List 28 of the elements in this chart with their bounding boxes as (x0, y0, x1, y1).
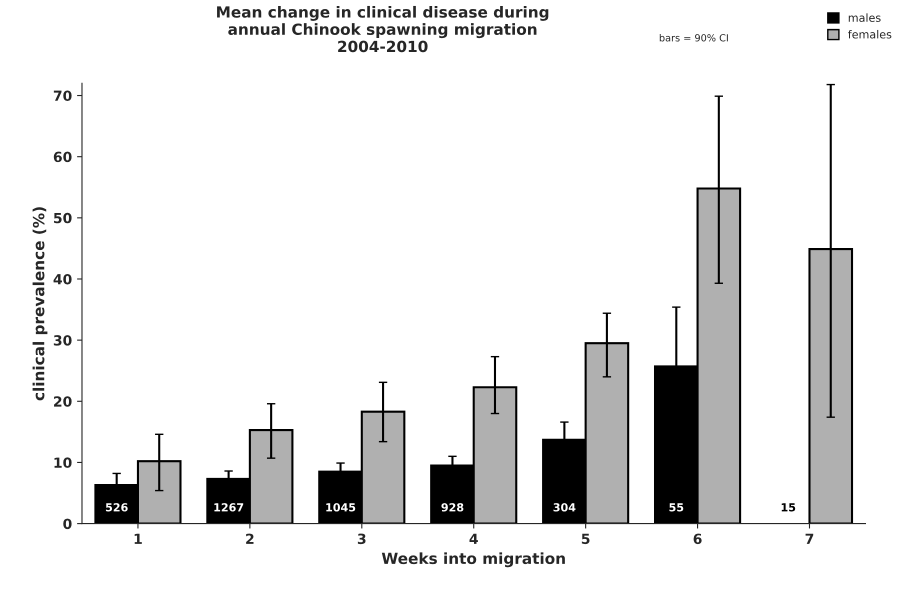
y-tick-label: 60 (54, 152, 72, 162)
legend-label: females (848, 30, 892, 39)
annotation: 304 (554, 503, 576, 512)
x-tick-label: 7 (806, 534, 814, 544)
annotation: 1045 (326, 503, 356, 512)
annotation: 55 (669, 503, 684, 512)
text: bars = 90% CI (660, 34, 728, 42)
x-tick-label: 4 (470, 534, 478, 544)
x-tick-label: 5 (582, 534, 590, 544)
x-axis-title: Weeks into migration (382, 552, 565, 568)
annotation: 526 (106, 503, 128, 512)
x-tick-label: 2 (246, 534, 254, 544)
x-tick-label: 6 (694, 534, 702, 544)
y-tick-label: 40 (54, 274, 72, 284)
y-tick-label: 10 (54, 457, 72, 468)
x-tick-label: 3 (358, 534, 366, 544)
y-tick-label: 20 (54, 396, 72, 407)
y-tick-label: 30 (54, 335, 72, 346)
x-tick-label: 1 (134, 534, 142, 544)
y-tick-label: 70 (54, 90, 72, 102)
annotation: 928 (441, 503, 464, 512)
y-tick-label: 0 (63, 518, 72, 530)
legend-label: males (848, 13, 881, 22)
y-tick-label: 50 (54, 212, 72, 224)
y-axis-title: clinical prevalence (%) (32, 207, 48, 400)
chart-title: Mean change in clinical disease during annual Chinook spawning migration 2004-2010 (217, 6, 548, 52)
annotation: 1267 (214, 503, 244, 512)
annotation: 15 (782, 503, 796, 512)
